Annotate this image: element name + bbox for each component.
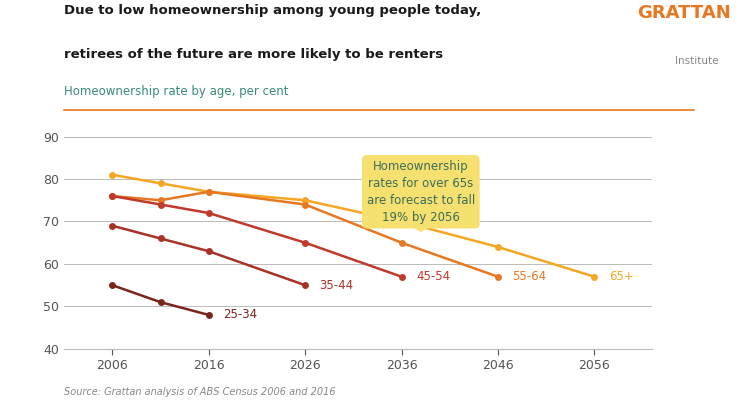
Text: 45-54: 45-54 [416, 270, 450, 283]
Text: 35-44: 35-44 [320, 279, 354, 292]
Text: Source: Grattan analysis of ABS Census 2006 and 2016: Source: Grattan analysis of ABS Census 2… [64, 387, 336, 397]
Text: 25-34: 25-34 [223, 308, 257, 322]
Text: GRATTAN: GRATTAN [637, 4, 731, 22]
Polygon shape [392, 215, 449, 232]
Text: Institute: Institute [675, 56, 719, 66]
Text: Homeownership rate by age, per cent: Homeownership rate by age, per cent [64, 85, 289, 98]
Text: Homeownership
rates for over 65s
are forecast to fall
19% by 2056: Homeownership rates for over 65s are for… [366, 160, 475, 224]
Text: retirees of the future are more likely to be renters: retirees of the future are more likely t… [64, 48, 443, 61]
Text: Due to low homeownership among young people today,: Due to low homeownership among young peo… [64, 4, 481, 17]
Text: 55-64: 55-64 [513, 270, 547, 283]
Text: 65+: 65+ [608, 270, 633, 283]
